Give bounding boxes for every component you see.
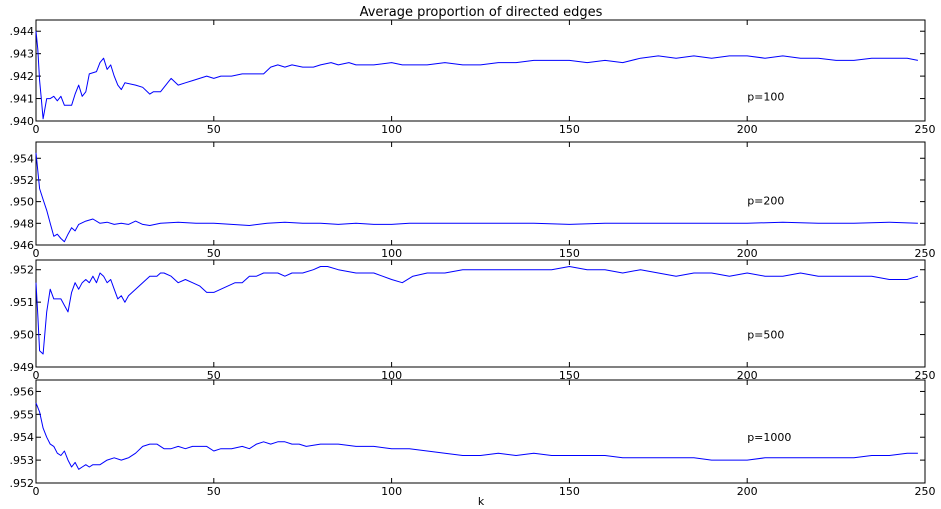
plot-frame xyxy=(35,141,926,246)
y-tick-label: .943 xyxy=(10,48,35,61)
panel-annotation: p=1000 xyxy=(747,431,791,444)
x-tick-label: 250 xyxy=(915,369,936,382)
y-tick-label: .956 xyxy=(10,385,35,398)
y-tick-label: .953 xyxy=(10,454,35,467)
x-tick-label: 0 xyxy=(33,485,40,498)
y-tick-label: .950 xyxy=(10,329,35,342)
x-axis-label: k xyxy=(478,495,485,508)
series-line-2-1 xyxy=(35,152,918,243)
x-tick-label: 100 xyxy=(381,485,402,498)
x-tick-label: 0 xyxy=(33,247,40,260)
panel-annotation: p=100 xyxy=(747,90,784,103)
y-tick-label: .948 xyxy=(10,217,35,230)
y-tick-label: .946 xyxy=(10,239,35,252)
x-tick-label: 150 xyxy=(559,123,580,136)
x-tick-label: 150 xyxy=(559,485,580,498)
x-tick-label: 100 xyxy=(381,247,402,260)
x-tick-label: 150 xyxy=(559,369,580,382)
series-line-4-1 xyxy=(35,402,918,470)
x-tick-label: 100 xyxy=(381,369,402,382)
x-tick-label: 100 xyxy=(381,123,402,136)
plot-frame xyxy=(35,19,926,122)
y-tick-label: .954 xyxy=(10,152,35,165)
panel-2: 0 50 100 150 200 250 .946 .948 .950 .952 .954 p=200 xyxy=(10,141,936,260)
y-tick-label: .955 xyxy=(10,408,35,421)
panel-3: 0 50 100 150 200 250 .949 .950 .951 .952 p=500 xyxy=(10,259,936,382)
x-tick-label: 200 xyxy=(737,485,758,498)
x-tick-label: 150 xyxy=(559,247,580,260)
series-line-3-1 xyxy=(35,266,919,355)
x-tick-label: 0 xyxy=(33,123,40,136)
x-tick-label: 250 xyxy=(915,247,936,260)
y-tick-label: .952 xyxy=(10,264,35,277)
y-tick-label: .949 xyxy=(10,361,35,374)
x-tick-label: 50 xyxy=(207,123,221,136)
y-tick-label: .944 xyxy=(10,25,35,38)
x-tick-label: 50 xyxy=(207,369,221,382)
x-tick-label: 200 xyxy=(737,123,758,136)
panel-1: 0 50 100 150 200 250 .940 .941 .942 .943 .944 p=100 xyxy=(10,19,936,136)
x-tick-label: 200 xyxy=(737,369,758,382)
y-tick-label: .954 xyxy=(10,431,35,444)
y-tick-label: .940 xyxy=(10,115,35,128)
plot-frame xyxy=(35,259,926,368)
x-tick-label: 250 xyxy=(915,485,936,498)
y-tick-label: .942 xyxy=(10,70,35,83)
y-tick-label: .951 xyxy=(10,296,35,309)
y-tick-label: .941 xyxy=(10,93,35,106)
x-tick-label: 0 xyxy=(33,369,40,382)
plot-frame xyxy=(35,379,926,484)
y-tick-label: .950 xyxy=(10,196,35,209)
x-tick-label: 50 xyxy=(207,247,221,260)
series-line-1-1 xyxy=(35,31,919,120)
y-tick-label: .952 xyxy=(10,174,35,187)
chart-title: Average proportion of directed edges xyxy=(360,5,603,20)
x-tick-label: 50 xyxy=(207,485,221,498)
x-tick-label: 200 xyxy=(737,247,758,260)
y-tick-label: .952 xyxy=(10,477,35,490)
panel-annotation: p=200 xyxy=(747,195,784,208)
x-tick-label: 250 xyxy=(915,123,936,136)
panel-annotation: p=500 xyxy=(747,329,784,342)
panel-4: 0 50 100 150 200 250 .952 .953 .954 .955 .956 p=100… xyxy=(10,379,936,498)
